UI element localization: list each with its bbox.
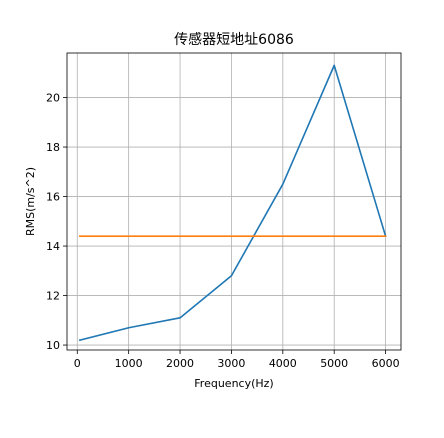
x-tick-label: 3000	[217, 357, 245, 370]
x-tick-label: 6000	[372, 357, 400, 370]
y-axis-label: RMS(m/s^2)	[24, 167, 37, 236]
y-tick-label: 14	[46, 240, 60, 253]
plot-frame	[66, 52, 402, 351]
y-tick-label: 20	[46, 92, 60, 105]
y-tick-label: 16	[46, 191, 60, 204]
y-tick-label: 18	[46, 141, 60, 154]
y-tick-label: 12	[46, 290, 60, 303]
x-tick-label: 2000	[166, 357, 194, 370]
axis-ticks: 0 1000 2000 3000 4000 5000 6000 10 12 14 16 18 20	[46, 92, 400, 370]
x-tick-label: 4000	[269, 357, 297, 370]
grid-lines	[67, 53, 401, 350]
series-layer	[78, 64, 387, 342]
x-tick-label: 5000	[320, 357, 348, 370]
x-tick-label: 0	[74, 357, 81, 370]
x-axis-label: Frequency(Hz)	[194, 377, 273, 390]
y-tick-label: 10	[46, 339, 60, 352]
chart-title: 传感器短地址6086	[174, 31, 294, 48]
series-line-1	[78, 64, 387, 342]
x-tick-label: 1000	[115, 357, 143, 370]
